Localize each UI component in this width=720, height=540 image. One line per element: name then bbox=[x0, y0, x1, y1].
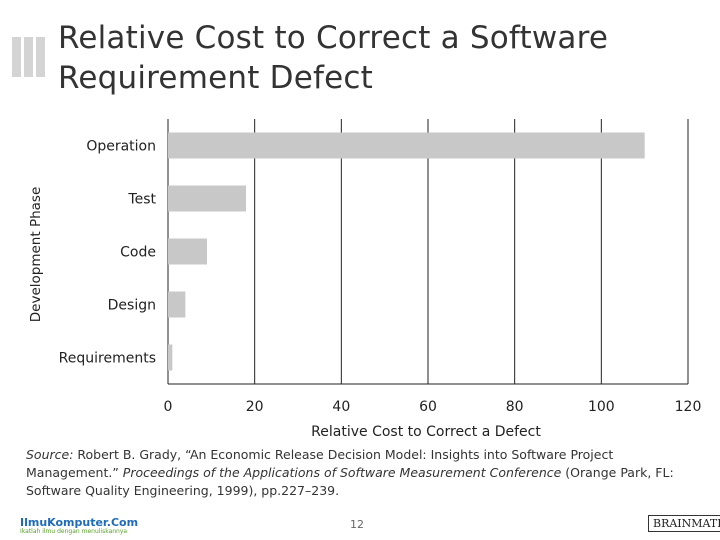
slide-title-line-2: Requirement Defect bbox=[58, 60, 373, 96]
y-tick-label: Code bbox=[120, 245, 156, 261]
title-decoration-bar bbox=[12, 37, 21, 77]
x-tick-label: 60 bbox=[419, 399, 437, 415]
bar bbox=[168, 132, 645, 159]
y-tick-label: Operation bbox=[86, 139, 156, 155]
source-proceedings: Proceedings of the Applications of Softw… bbox=[122, 465, 562, 480]
x-tick-label: 100 bbox=[588, 399, 615, 415]
x-tick-label: 20 bbox=[246, 399, 264, 415]
bar bbox=[168, 238, 207, 265]
bar-chart: Operation Test Code Design Requirements 0 20 40… bbox=[28, 119, 702, 440]
bar bbox=[168, 291, 186, 318]
bar bbox=[168, 344, 173, 371]
ilmukomputer-logo: IlmuKomputer.Com Ikatlah ilmu dengan men… bbox=[20, 516, 138, 535]
bar bbox=[168, 185, 246, 212]
y-tick-label: Test bbox=[127, 192, 156, 208]
ilmukomputer-logo-text: IlmuKomputer.Com bbox=[20, 516, 139, 529]
source-label: Source: bbox=[26, 447, 74, 462]
title-decoration-bar bbox=[36, 37, 45, 77]
page-number: 12 bbox=[350, 518, 364, 531]
ilmukomputer-logo-tagline: Ikatlah ilmu dengan menuliskannya bbox=[20, 528, 128, 535]
source-publisher: (Orange Park, FL: Software Quality Engin… bbox=[26, 465, 674, 498]
x-tick-label: 120 bbox=[675, 399, 702, 415]
slide-title-line-1: Relative Cost to Correct a Software bbox=[58, 20, 609, 56]
source-text: Robert B. Grady, “An Economic Release De… bbox=[26, 447, 614, 480]
x-axis-label: Relative Cost to Correct a Defect bbox=[311, 424, 541, 440]
title-decoration-bar bbox=[24, 37, 33, 77]
y-axis-label: Development Phase bbox=[28, 187, 44, 322]
slide-title: Relative Cost to Correct a Software Requ… bbox=[58, 18, 608, 98]
x-tick-label: 80 bbox=[506, 399, 524, 415]
source-citation: Source: Robert B. Grady, “An Economic Re… bbox=[26, 446, 706, 500]
brainmatics-logo: BRAINMATICS bbox=[648, 515, 720, 532]
y-tick-label: Design bbox=[108, 298, 156, 314]
x-tick-label: 0 bbox=[164, 399, 173, 415]
x-tick-label: 40 bbox=[332, 399, 350, 415]
y-tick-label: Requirements bbox=[59, 351, 156, 367]
